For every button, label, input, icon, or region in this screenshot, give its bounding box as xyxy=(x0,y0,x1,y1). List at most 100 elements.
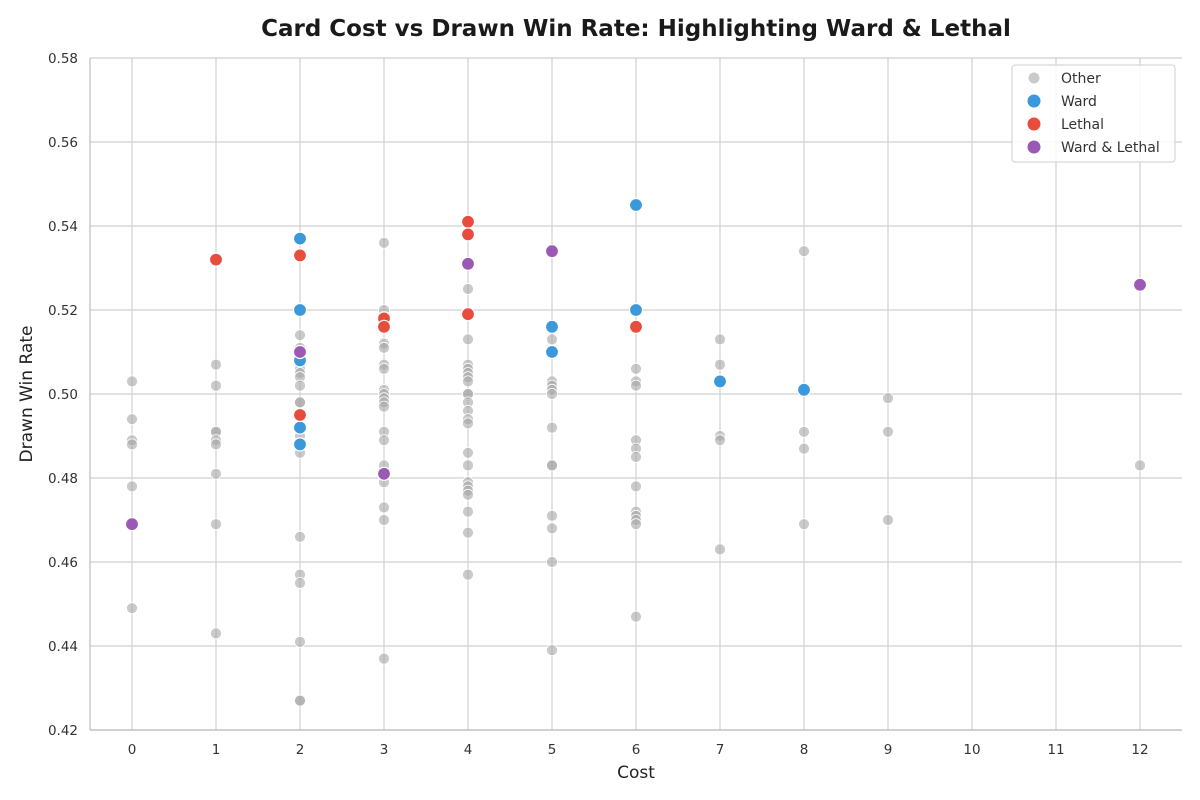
data-point xyxy=(378,652,390,665)
x-tick-label: 0 xyxy=(128,742,137,758)
data-point xyxy=(292,407,308,423)
y-tick-label: 0.52 xyxy=(48,303,78,319)
data-point xyxy=(126,413,138,426)
data-point xyxy=(462,568,474,581)
y-tick-label: 0.48 xyxy=(48,471,78,487)
data-point xyxy=(546,388,558,400)
axis-spines xyxy=(89,58,1182,731)
chart-title: Card Cost vs Drawn Win Rate: Highlightin… xyxy=(261,16,1011,42)
data-point xyxy=(546,509,558,522)
data-point xyxy=(292,302,308,318)
data-point xyxy=(210,518,222,531)
data-point xyxy=(294,379,306,392)
x-tick-label: 11 xyxy=(1047,742,1064,758)
legend-marker xyxy=(1028,72,1040,84)
y-tick-label: 0.54 xyxy=(48,219,78,235)
data-point xyxy=(882,425,894,438)
x-tick-label: 12 xyxy=(1131,742,1148,758)
data-point xyxy=(126,375,138,388)
data-point xyxy=(630,362,642,375)
x-tick-label: 4 xyxy=(464,742,473,758)
data-point xyxy=(546,556,558,568)
data-point xyxy=(210,627,222,640)
legend-label: Other xyxy=(1061,71,1101,87)
data-point xyxy=(294,694,306,707)
data-point xyxy=(210,379,222,392)
x-tick-label: 1 xyxy=(212,742,221,758)
data-point xyxy=(460,227,476,242)
data-point xyxy=(460,307,476,322)
y-tick-label: 0.56 xyxy=(48,135,78,151)
x-tick-label: 8 xyxy=(800,742,809,758)
data-point xyxy=(124,517,140,532)
data-point xyxy=(462,459,474,472)
y-tick-labels: 0.42 0.44 0.46 0.48 0.50 0.52 0.54 0.56 0.58 xyxy=(48,51,78,739)
data-point xyxy=(210,358,222,371)
data-point xyxy=(798,442,810,455)
legend-label: Ward & Lethal xyxy=(1061,140,1160,156)
data-point xyxy=(544,344,560,360)
data-point xyxy=(378,341,390,354)
y-tick-label: 0.46 xyxy=(48,555,78,571)
data-point xyxy=(630,518,642,531)
data-point xyxy=(126,602,138,615)
x-tick-label: 3 xyxy=(380,742,389,758)
data-point xyxy=(378,400,390,413)
x-tick-label: 7 xyxy=(716,742,725,758)
data-point xyxy=(546,421,558,434)
data-point xyxy=(714,543,726,556)
data-point xyxy=(378,236,390,249)
y-tick-label: 0.44 xyxy=(48,639,78,655)
data-point xyxy=(628,319,644,334)
legend-marker xyxy=(1027,117,1041,131)
data-point xyxy=(378,501,390,514)
data-point xyxy=(210,467,222,480)
data-point xyxy=(714,434,726,447)
data-point xyxy=(462,283,474,295)
data-point xyxy=(798,518,810,531)
data-point xyxy=(798,425,810,438)
data-point xyxy=(882,514,894,526)
y-tick-label: 0.42 xyxy=(48,723,78,739)
data-point xyxy=(630,480,642,493)
x-tick-label: 5 xyxy=(548,742,557,758)
data-point xyxy=(1132,277,1148,292)
data-point xyxy=(462,488,474,501)
data-point xyxy=(630,379,642,392)
data-point xyxy=(1134,459,1146,472)
x-tick-label: 10 xyxy=(963,742,980,758)
data-point xyxy=(376,319,392,334)
data-point xyxy=(462,417,474,430)
x-tick-label: 2 xyxy=(296,742,305,758)
data-point xyxy=(292,437,308,452)
data-point xyxy=(294,635,306,648)
series-ward-lethal xyxy=(124,244,1148,532)
x-tick-label: 6 xyxy=(632,742,641,758)
data-point xyxy=(462,375,474,388)
data-point xyxy=(712,374,728,389)
data-point xyxy=(714,333,726,346)
legend-marker xyxy=(1027,94,1041,108)
data-point xyxy=(376,466,392,481)
series-other xyxy=(126,236,1146,707)
x-tick-label: 9 xyxy=(884,742,893,758)
data-point xyxy=(294,577,306,589)
data-point xyxy=(462,526,474,539)
data-point xyxy=(378,434,390,447)
x-tick-labels: 0 1 2 3 4 5 6 7 8 9 10 11 12 xyxy=(128,742,1149,758)
data-point xyxy=(462,446,474,459)
y-axis-label: Drawn Win Rate xyxy=(17,326,37,463)
legend-marker xyxy=(1027,140,1041,154)
x-axis-label: Cost xyxy=(617,763,655,783)
data-point xyxy=(544,319,560,334)
data-point xyxy=(294,530,306,543)
data-point xyxy=(294,329,306,342)
data-point xyxy=(462,333,474,346)
data-point xyxy=(546,459,558,472)
data-point xyxy=(294,396,306,409)
data-point xyxy=(628,302,644,318)
series-lethal xyxy=(208,214,644,423)
data-point xyxy=(546,522,558,535)
legend-label: Ward xyxy=(1061,94,1097,110)
